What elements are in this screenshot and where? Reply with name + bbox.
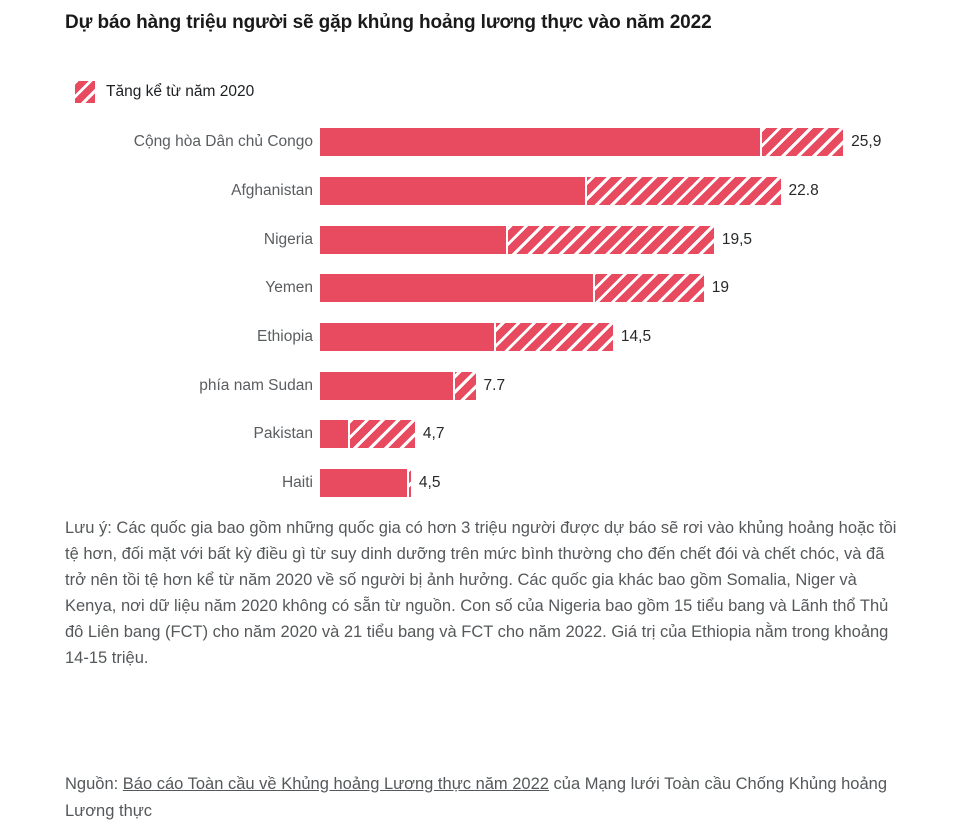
category-label: Haiti xyxy=(281,474,313,492)
value-label: 4,5 xyxy=(418,474,441,492)
category-label: phía nam Sudan xyxy=(199,376,313,394)
legend: Tăng kể từ năm 2020 xyxy=(75,81,898,103)
chart-row: Cộng hòa Dân chủ Congo 25,9 xyxy=(65,118,898,167)
category-label: Nigeria xyxy=(263,230,313,248)
chart-row: phía nam Sudan 7.7 xyxy=(65,361,898,410)
category-label: Pakistan xyxy=(253,425,313,443)
bar-increase-segment xyxy=(493,323,613,352)
bar-increase-segment xyxy=(453,371,476,400)
bar-base-segment xyxy=(320,323,494,352)
bar-increase-segment xyxy=(505,225,714,254)
bar-increase-segment xyxy=(592,274,704,303)
chart-note: Lưu ý: Các quốc gia bao gồm những quốc g… xyxy=(65,518,897,667)
bar xyxy=(320,420,415,449)
hatched-swatch-icon xyxy=(75,81,95,103)
value-label: 4,7 xyxy=(422,425,445,443)
chart-row: Yemen 19 xyxy=(65,264,898,313)
value-label: 25,9 xyxy=(851,133,882,151)
bar-increase-segment xyxy=(584,177,781,206)
bar-base-segment xyxy=(320,128,761,157)
chart-rows: Cộng hòa Dân chủ Congo 25,9 Afghanistan 22.… xyxy=(65,118,898,508)
bar-base-segment xyxy=(320,469,407,498)
bar xyxy=(320,177,781,206)
value-label: 19,5 xyxy=(721,230,753,248)
chart-row: Ethiopia 14,5 xyxy=(65,313,898,362)
bar-base-segment xyxy=(320,225,506,254)
value-label: 7.7 xyxy=(483,376,506,394)
bar xyxy=(320,371,476,400)
value-label: 19 xyxy=(711,279,730,297)
bar xyxy=(320,225,714,254)
chart-row: Pakistan 4,7 xyxy=(65,410,898,459)
chart-row: Haiti 4,5 xyxy=(65,459,898,508)
bar-base-segment xyxy=(320,420,349,449)
bar-base-segment xyxy=(320,371,454,400)
category-label: Yemen xyxy=(265,279,313,297)
category-label: Cộng hòa Dân chủ Congo xyxy=(133,133,313,151)
bar xyxy=(320,323,613,352)
bar-increase-segment xyxy=(348,420,415,449)
bar xyxy=(320,469,411,498)
page-title: Dự báo hàng triệu người sẽ gặp khủng hoả… xyxy=(65,12,712,33)
source-line: Nguồn: Báo cáo Toàn cầu về Khủng hoảng L… xyxy=(65,771,898,825)
bar xyxy=(320,274,704,303)
bar-base-segment xyxy=(320,177,585,206)
value-label: 22.8 xyxy=(788,182,819,200)
bar-increase-segment xyxy=(760,128,844,157)
value-label: 14,5 xyxy=(620,328,652,346)
category-label: Ethiopia xyxy=(256,328,313,346)
source-prefix: Nguồn: xyxy=(65,774,123,793)
chart-row: Nigeria 19,5 xyxy=(65,215,898,264)
category-label: Afghanistan xyxy=(231,182,313,200)
bar-increase-segment xyxy=(406,469,411,498)
source-suffix: của Mạng lưới Toàn cầu Chống Khủng hoảng… xyxy=(65,774,888,820)
source-link[interactable]: Báo cáo Toàn cầu về Khủng hoảng Lương th… xyxy=(122,774,549,793)
legend-label: Tăng kể từ năm 2020 xyxy=(106,83,255,100)
bar xyxy=(320,128,844,157)
chart-row: Afghanistan 22.8 xyxy=(65,167,898,216)
bar-base-segment xyxy=(320,274,593,303)
